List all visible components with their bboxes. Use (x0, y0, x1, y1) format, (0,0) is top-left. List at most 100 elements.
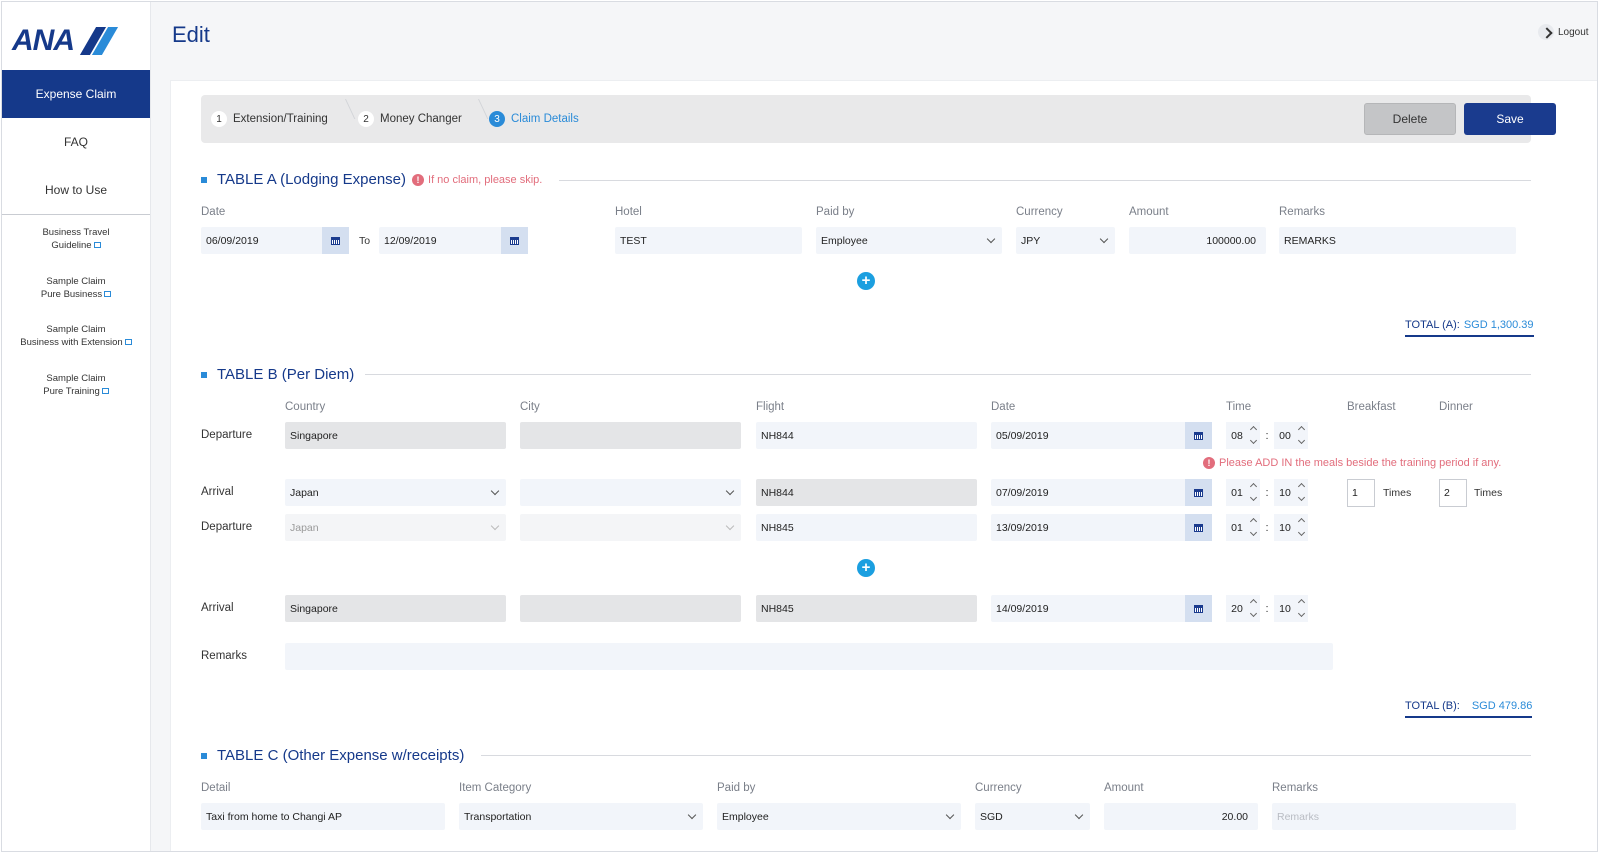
header-remarks: Remarks (1272, 782, 1319, 794)
meals-warning: ! Please ADD IN the meals beside the tra… (1203, 457, 1501, 469)
country-field[interactable]: Singapore (285, 422, 506, 449)
table-c-title: TABLE C (Other Expense w/receipts) (201, 747, 464, 764)
date-to-field[interactable]: 12/09/2019 (379, 227, 528, 254)
breakfast-count-input[interactable]: 1 (1347, 479, 1375, 507)
save-button[interactable]: Save (1464, 103, 1556, 135)
nav-item-expense-claim[interactable]: Expense Claim (2, 70, 150, 118)
header-item-category: Item Category (459, 782, 532, 794)
chevron-down-icon (725, 486, 735, 496)
currency-select[interactable]: JPY (1016, 227, 1115, 254)
city-select[interactable] (520, 479, 741, 506)
claim-form-card: 1 Extension/Training 2 Money Changer 3 C… (170, 80, 1597, 851)
nav-divider (2, 214, 150, 215)
time-picker[interactable]: 20 : 10 (1226, 595, 1308, 622)
calendar-icon[interactable] (501, 227, 528, 254)
remarks-label: Remarks (201, 650, 248, 662)
country-select[interactable]: Japan (285, 479, 506, 506)
spinner-icon[interactable] (1296, 422, 1308, 449)
currency-select[interactable]: SGD (975, 803, 1090, 830)
calendar-icon[interactable] (1185, 514, 1212, 541)
logout-button[interactable]: Logout (1538, 24, 1589, 40)
total-a: TOTAL (A): SGD 1,300.39 (1405, 319, 1534, 337)
step-extension-training[interactable]: 1 Extension/Training (211, 107, 328, 131)
amount-input[interactable]: 20.00 (1104, 803, 1258, 830)
date-from-field[interactable]: 06/09/2019 (201, 227, 349, 254)
country-select: Japan (285, 514, 506, 541)
step-separator (459, 99, 489, 119)
external-link-icon (101, 388, 109, 395)
paid-by-select[interactable]: Employee (717, 803, 961, 830)
link-sample-claim-pure-training[interactable]: Sample Claim Pure Training (2, 372, 150, 398)
paid-by-select[interactable]: Employee (816, 227, 1002, 254)
header-paid-by: Paid by (717, 782, 756, 794)
dinner-times-label: Times (1474, 487, 1503, 499)
flight-input[interactable]: NH845 (756, 514, 977, 541)
nav-item-how-to-use[interactable]: How to Use (44, 183, 108, 197)
detail-input[interactable]: Taxi from home to Changi AP (201, 803, 445, 830)
item-category-select[interactable]: Transportation (459, 803, 703, 830)
section-bullet-icon (201, 176, 207, 183)
spinner-icon[interactable] (1296, 479, 1308, 506)
add-row-plus-icon[interactable]: + (857, 559, 875, 577)
calendar-icon[interactable] (1185, 595, 1212, 622)
country-field[interactable]: Singapore (285, 595, 506, 622)
spinner-icon[interactable] (1296, 595, 1308, 622)
to-label: To (359, 235, 371, 247)
spinner-icon[interactable] (1248, 595, 1260, 622)
link-sample-claim-pure-business[interactable]: Sample Claim Pure Business (2, 275, 150, 301)
spinner-icon[interactable] (1248, 479, 1260, 506)
date-field[interactable]: 14/09/2019 (991, 595, 1212, 622)
hotel-input[interactable]: TEST (615, 227, 802, 254)
row-label-departure: Departure (201, 429, 253, 441)
chevron-down-icon (687, 810, 697, 820)
remarks-input[interactable]: Remarks (1272, 803, 1516, 830)
delete-button[interactable]: Delete (1364, 103, 1456, 135)
date-field[interactable]: 07/09/2019 (991, 479, 1212, 506)
time-picker[interactable]: 01 : 10 (1226, 479, 1308, 506)
spinner-icon[interactable] (1248, 422, 1260, 449)
amount-input[interactable]: 100000.00 (1129, 227, 1266, 254)
ana-logo[interactable]: ANA (12, 24, 112, 58)
row-label-arrival: Arrival (201, 486, 234, 498)
ana-logo-mark-icon (76, 27, 112, 55)
city-field[interactable] (520, 595, 741, 622)
header-currency: Currency (1016, 206, 1063, 218)
city-field[interactable] (520, 422, 741, 449)
remarks-input[interactable]: REMARKS (1279, 227, 1516, 254)
sidebar: ANA Expense Claim FAQ How to Use Busines… (2, 2, 151, 851)
row-label-departure: Departure (201, 521, 253, 533)
per-diem-remarks-input[interactable] (285, 643, 1333, 670)
section-divider (365, 374, 1531, 375)
spinner-icon[interactable] (1296, 514, 1308, 541)
header-breakfast: Breakfast (1347, 401, 1396, 413)
flight-field[interactable]: NH844 (756, 479, 977, 506)
flight-input[interactable]: NH844 (756, 422, 977, 449)
add-row-plus-icon[interactable]: + (857, 272, 875, 290)
calendar-icon[interactable] (322, 227, 349, 254)
dinner-count-input[interactable]: 2 (1439, 479, 1467, 507)
step-money-changer[interactable]: 2 Money Changer (358, 107, 462, 131)
spinner-icon[interactable] (1248, 514, 1260, 541)
date-field[interactable]: 05/09/2019 (991, 422, 1212, 449)
header-currency: Currency (975, 782, 1022, 794)
nav-item-faq[interactable]: FAQ (63, 135, 88, 149)
header-country: Country (285, 401, 326, 413)
header-remarks: Remarks (1279, 206, 1326, 218)
link-sample-claim-business-with-extension[interactable]: Sample Claim Business with Extension (2, 323, 150, 349)
link-business-travel-guideline[interactable]: Business Travel Guideline (42, 227, 110, 251)
date-field[interactable]: 13/09/2019 (991, 514, 1212, 541)
external-link-icon (104, 291, 112, 298)
header-hotel: Hotel (615, 206, 642, 218)
header-amount: Amount (1129, 206, 1169, 218)
time-picker[interactable]: 08 : 00 (1226, 422, 1308, 449)
external-link-icon (124, 339, 132, 346)
header-date: Date (201, 206, 226, 218)
city-select (520, 514, 741, 541)
chevron-down-icon (1074, 810, 1084, 820)
calendar-icon[interactable] (1185, 479, 1212, 506)
step-claim-details[interactable]: 3 Claim Details (489, 107, 579, 131)
calendar-icon[interactable] (1185, 422, 1212, 449)
flight-field[interactable]: NH845 (756, 595, 977, 622)
time-picker[interactable]: 01 : 10 (1226, 514, 1308, 541)
